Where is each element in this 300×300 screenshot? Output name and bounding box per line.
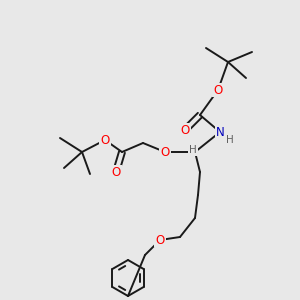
Text: O: O: [155, 233, 165, 247]
Text: O: O: [100, 134, 109, 146]
Text: O: O: [213, 83, 223, 97]
Text: N: N: [216, 125, 224, 139]
Text: O: O: [180, 124, 190, 136]
Text: H: H: [189, 145, 197, 155]
Text: O: O: [160, 146, 169, 158]
Text: H: H: [226, 135, 234, 145]
Text: O: O: [111, 166, 121, 178]
